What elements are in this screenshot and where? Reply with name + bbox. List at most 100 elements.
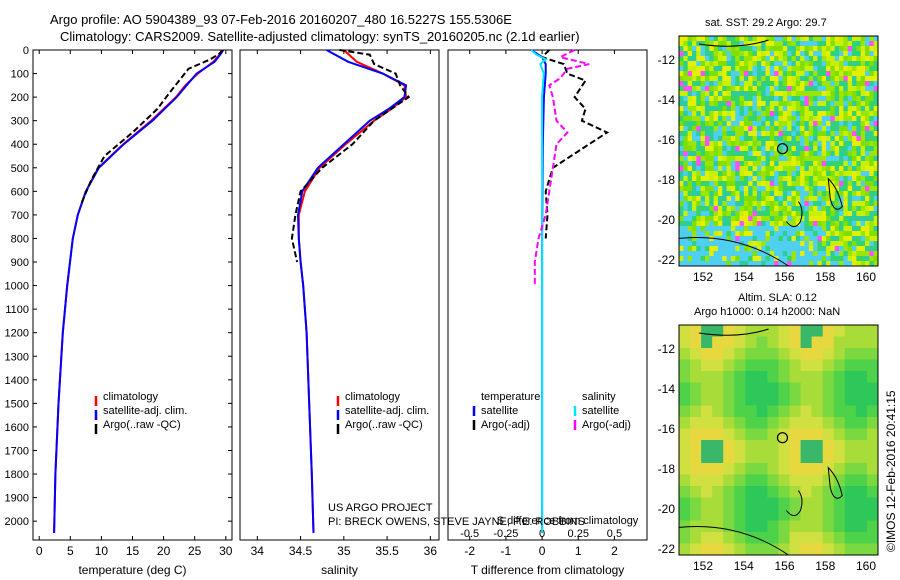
- map-cell: [787, 141, 792, 147]
- map-cell: [843, 261, 849, 267]
- map-cell: [804, 226, 810, 232]
- map-cell: [774, 161, 779, 167]
- map-cell: [683, 236, 689, 242]
- map-cell: [713, 246, 719, 252]
- map-cell: [756, 121, 762, 127]
- map-cell: [782, 231, 788, 237]
- map-cell: [704, 171, 710, 177]
- map-cell: [713, 76, 719, 82]
- map-cell: [748, 121, 754, 127]
- map-cell: [723, 394, 735, 406]
- map-cell: [873, 81, 879, 87]
- map-cell: [782, 211, 788, 217]
- map-cell: [748, 156, 754, 162]
- map-cell: [813, 41, 818, 47]
- map-cell: [709, 76, 715, 82]
- map-cell: [804, 71, 810, 77]
- map-cell: [730, 226, 736, 232]
- map-cell: [813, 196, 818, 202]
- map-cell: [847, 256, 853, 262]
- map-cell: [713, 176, 719, 182]
- map-cell: [866, 382, 879, 395]
- map-cell: [700, 146, 706, 152]
- map-cell: [821, 141, 827, 147]
- map-cell: [752, 121, 758, 127]
- map-cell: [826, 196, 831, 202]
- map-cell: [748, 146, 754, 152]
- map-cell: [834, 141, 840, 147]
- map-cell: [856, 116, 862, 122]
- map-cell: [767, 440, 779, 452]
- map-cell: [873, 171, 879, 177]
- map-cell: [839, 231, 844, 237]
- map-cell: [791, 251, 797, 257]
- map-cell: [789, 394, 802, 406]
- map-cell: [765, 46, 771, 52]
- map-cell: [717, 101, 723, 107]
- map-cell: [712, 451, 724, 464]
- map-cell: [869, 171, 875, 177]
- map-cell: [869, 261, 875, 267]
- map-cell: [735, 226, 741, 232]
- map-cell: [723, 474, 735, 487]
- map-cell: [717, 46, 723, 52]
- map-cell: [869, 111, 875, 117]
- map-cell: [679, 509, 691, 521]
- series-line-argo: [80, 49, 224, 204]
- map-cell: [834, 86, 840, 92]
- map-cell: [839, 111, 844, 117]
- map-cell: [700, 96, 706, 102]
- map-cell: [690, 394, 702, 406]
- map-cell: [739, 86, 745, 92]
- map-cell: [743, 236, 749, 242]
- map-cell: [735, 106, 741, 112]
- map-cell: [679, 106, 684, 112]
- map-cell: [839, 181, 844, 187]
- map-cell: [679, 181, 684, 187]
- map-cell: [869, 221, 875, 227]
- map-cell: [860, 51, 866, 57]
- map-cell: [791, 191, 797, 197]
- map-cell: [826, 171, 831, 177]
- map-cell: [856, 176, 862, 182]
- map-cell: [743, 156, 749, 162]
- map-cell: [726, 171, 732, 177]
- map-cell: [765, 156, 771, 162]
- map-cell: [782, 131, 788, 137]
- map-cell: [709, 81, 715, 87]
- map-cell: [852, 86, 857, 92]
- map-cell: [701, 428, 713, 441]
- map-cell: [679, 241, 684, 247]
- map-cell: [704, 141, 710, 147]
- map-cell: [839, 76, 844, 82]
- map-cell: [778, 211, 784, 217]
- map-cell: [821, 216, 827, 222]
- map-cell: [778, 246, 784, 252]
- map-cell: [860, 46, 866, 52]
- map-cell: [800, 231, 805, 237]
- map-cell: [691, 261, 697, 267]
- map-cell: [743, 46, 749, 52]
- map-cell: [704, 116, 710, 122]
- ytick-label: 1700: [5, 445, 29, 457]
- map-cell: [821, 66, 827, 72]
- xtick-label: 5: [67, 544, 74, 558]
- map-cell: [726, 96, 732, 102]
- map-cell: [730, 121, 736, 127]
- map-cell: [679, 86, 684, 92]
- map-cell: [860, 81, 866, 87]
- map-cell: [761, 206, 767, 212]
- map-cell: [683, 131, 689, 137]
- map-cell: [709, 36, 715, 42]
- map-ytick-label: -22: [658, 542, 676, 556]
- map-xtick-label: 160: [856, 559, 876, 573]
- map-cell: [730, 191, 736, 197]
- map-cell: [855, 394, 868, 406]
- map-cell: [717, 66, 723, 72]
- map-cell: [690, 348, 702, 360]
- map-cell: [769, 211, 775, 217]
- map-cell: [860, 166, 866, 172]
- map-cell: [713, 256, 719, 262]
- map-cell: [679, 216, 684, 222]
- map-cell: [860, 136, 866, 142]
